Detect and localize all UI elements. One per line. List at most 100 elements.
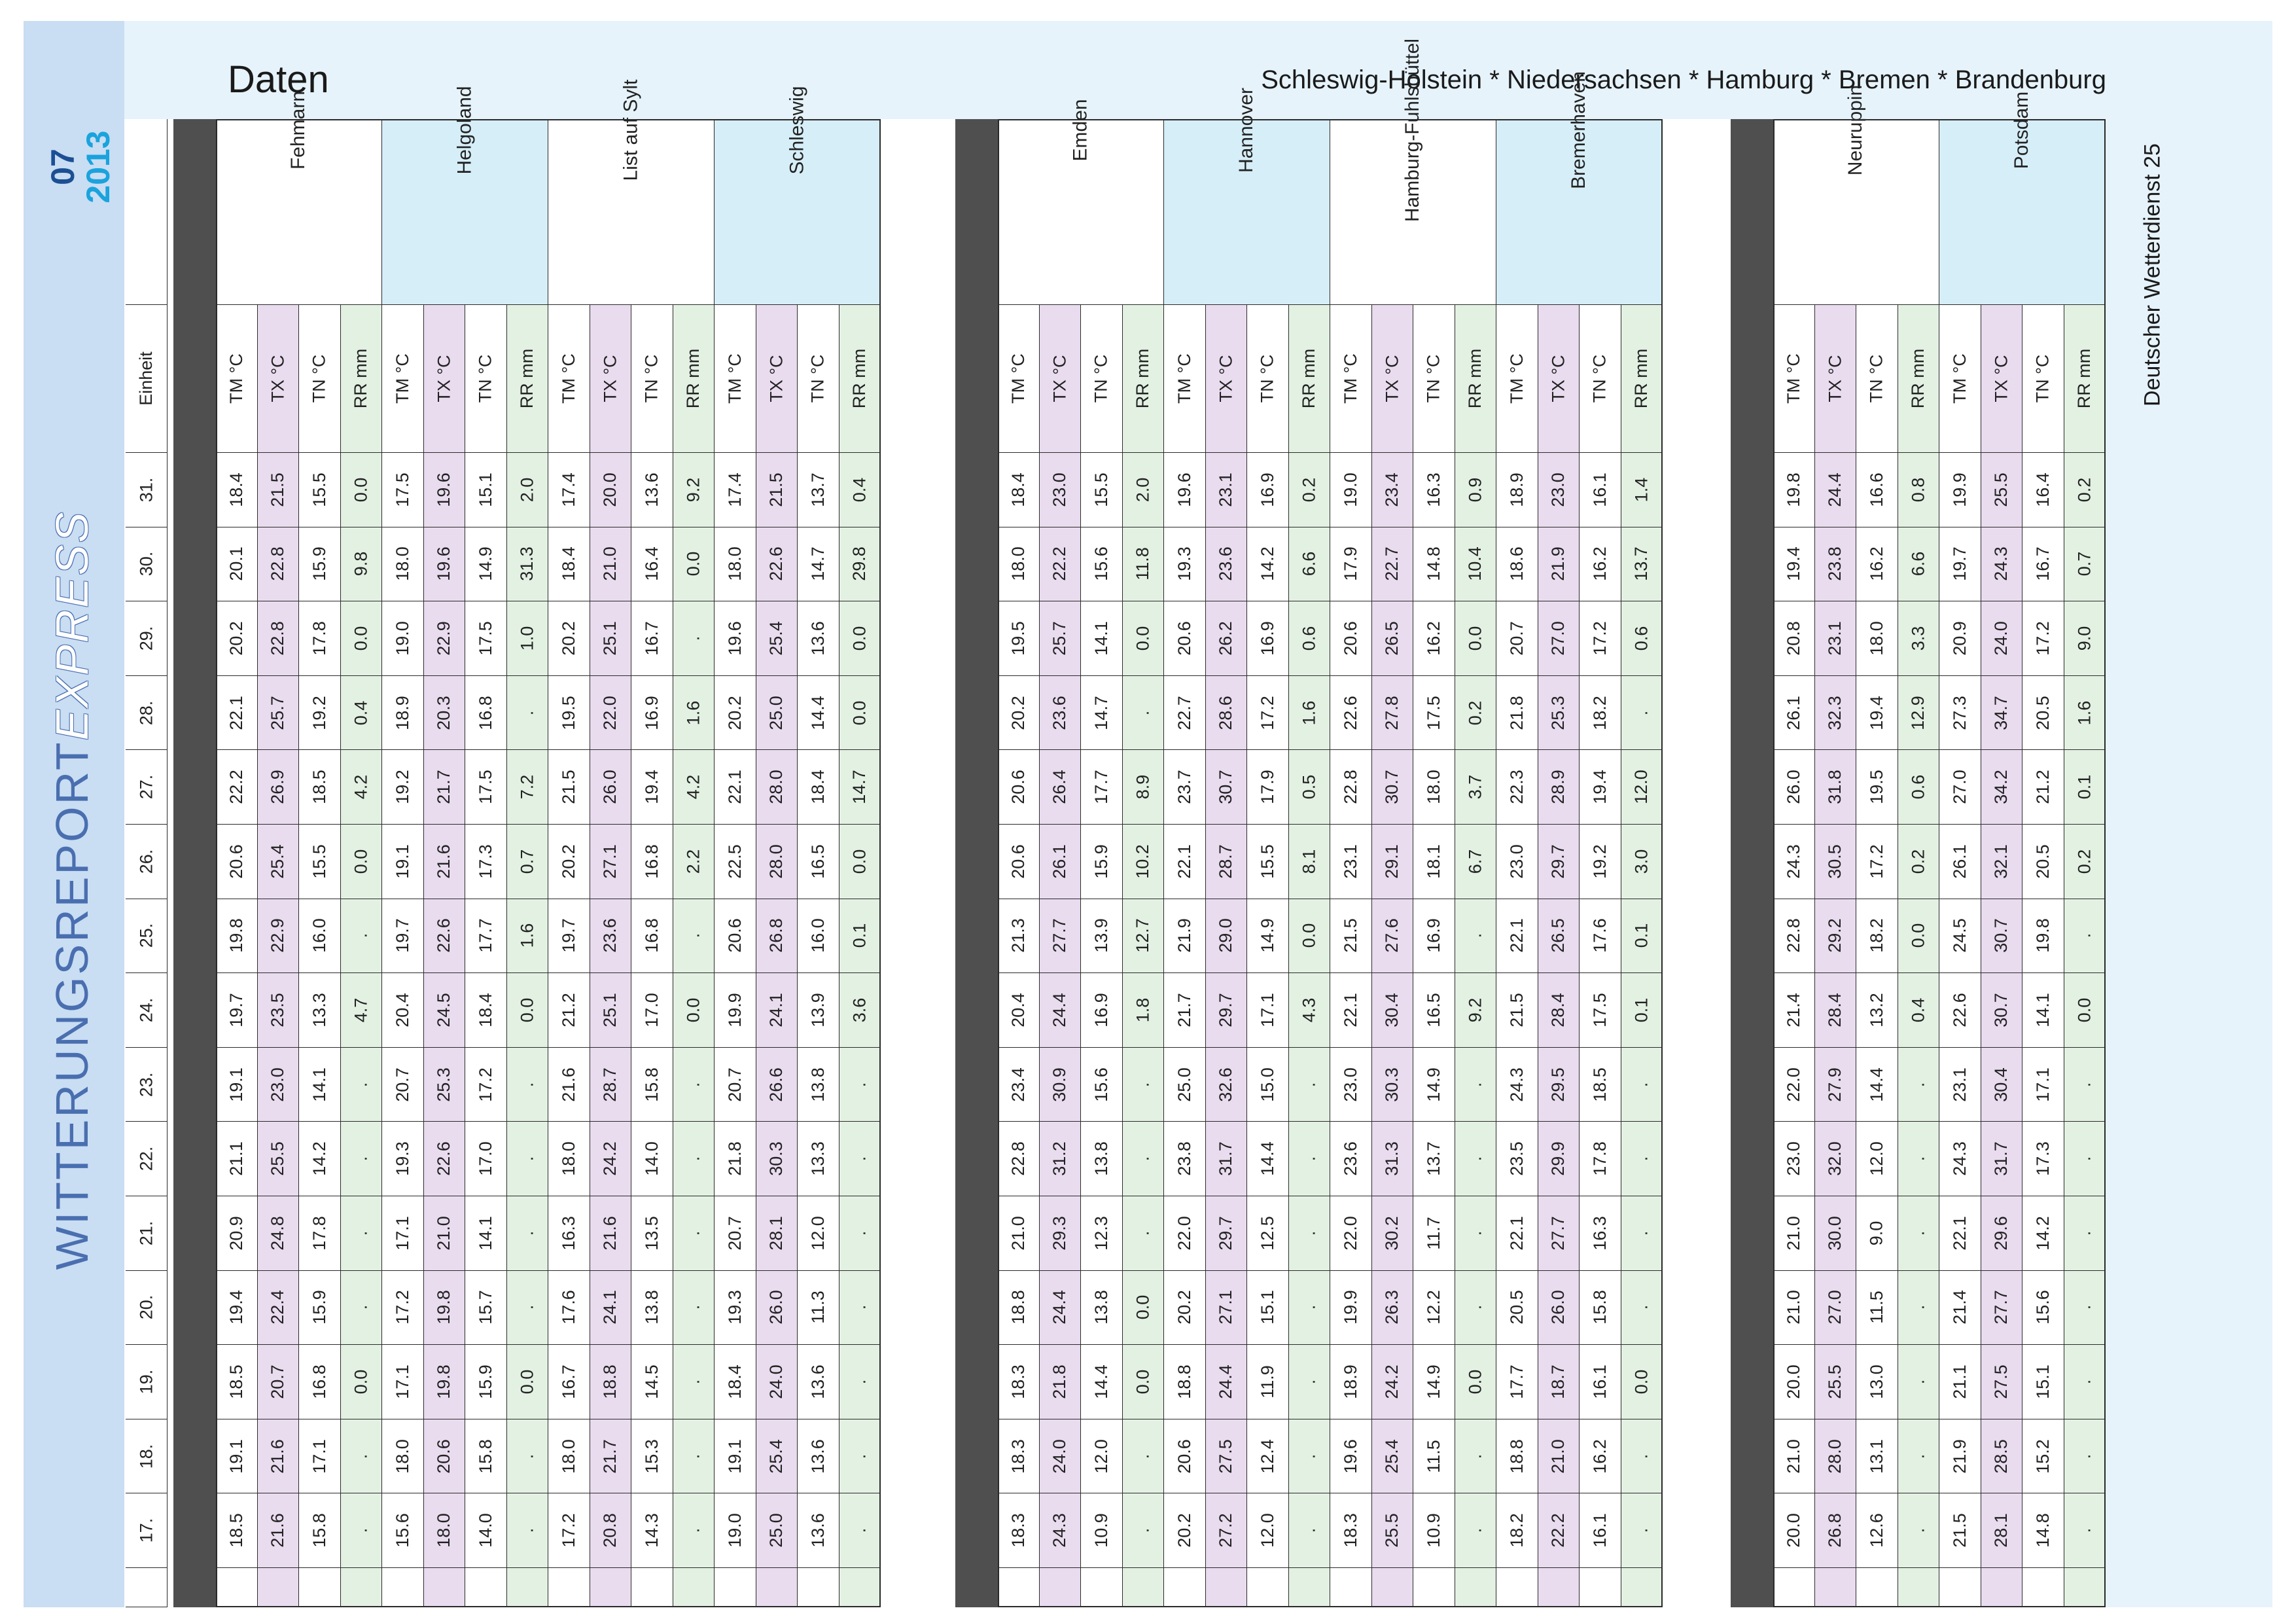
day-label: 23. xyxy=(126,1047,168,1122)
data-cell: 15.9 xyxy=(465,1345,507,1419)
data-cell: 24.5 xyxy=(423,973,465,1048)
data-cell: 24.2 xyxy=(590,1122,631,1196)
data-cell: 15.9 xyxy=(299,527,341,602)
data-cell: 0.0 xyxy=(340,1345,382,1419)
data-cell: 2.0 xyxy=(506,453,548,527)
data-cell: 17.2 xyxy=(548,1493,590,1568)
data-cell: 25.3 xyxy=(423,1047,465,1122)
data-cell: 7.2 xyxy=(506,750,548,825)
data-cell: 14.1 xyxy=(299,1047,341,1122)
data-cell: 0.0 xyxy=(506,1345,548,1419)
data-cell: 20.7 xyxy=(382,1047,424,1122)
data-cell: 20.0 xyxy=(590,453,631,527)
day-label: 17. xyxy=(126,1493,168,1568)
day-header-blank xyxy=(126,119,168,305)
block-divider-strip xyxy=(173,119,216,1607)
data-cell: 16.8 xyxy=(465,675,507,751)
data-cell: 0.0 xyxy=(340,601,382,676)
issue-year: 2013 xyxy=(80,130,116,204)
data-cell: 25.4 xyxy=(257,825,299,899)
data-cell: . xyxy=(340,1419,382,1494)
data-cell: 17.2 xyxy=(382,1270,424,1346)
data-cell: 17.1 xyxy=(299,1419,341,1494)
data-cell: 22.4 xyxy=(257,1270,299,1346)
report-title: WITTERUNGSREPORTEXPRESS xyxy=(46,510,98,1270)
data-cell: 15.5 xyxy=(299,825,341,899)
data-cell: 4.7 xyxy=(340,973,382,1048)
data-cell: 4.2 xyxy=(340,750,382,825)
day-label: 20. xyxy=(126,1270,168,1346)
data-cell: 1.0 xyxy=(506,601,548,676)
data-cell: 18.4 xyxy=(548,527,590,602)
data-cell: . xyxy=(506,1196,548,1271)
day-label: 22. xyxy=(126,1122,168,1196)
data-cell: . xyxy=(340,1196,382,1271)
station-block-frame xyxy=(216,119,881,1607)
issue-month: 07 xyxy=(44,149,81,185)
data-cell: 15.5 xyxy=(299,453,341,527)
data-cell: 14.2 xyxy=(299,1122,341,1196)
data-cell: 15.7 xyxy=(465,1270,507,1346)
data-cell: 21.1 xyxy=(216,1122,258,1196)
report-title-main: WITTERUNGSREPORT xyxy=(46,740,97,1270)
day-label-text: 29. xyxy=(135,626,156,651)
day-label-text: 26. xyxy=(135,849,156,874)
data-cell: 0.4 xyxy=(340,675,382,751)
data-cell: . xyxy=(506,1493,548,1568)
station-block-frame xyxy=(998,119,1663,1607)
data-cell: 18.0 xyxy=(548,1122,590,1196)
data-cell: 0.7 xyxy=(506,825,548,899)
data-cell: 18.0 xyxy=(423,1493,465,1568)
data-cell: 18.4 xyxy=(216,453,258,527)
data-cell: 16.3 xyxy=(548,1196,590,1271)
data-cell: 16.0 xyxy=(299,899,341,974)
data-cell: 17.1 xyxy=(382,1345,424,1419)
data-cell: 23.6 xyxy=(590,899,631,974)
data-cell: 22.8 xyxy=(257,527,299,602)
data-cell: 9.8 xyxy=(340,527,382,602)
data-cell: 20.9 xyxy=(216,1196,258,1271)
data-cell: 20.6 xyxy=(423,1419,465,1494)
data-cell: 18.9 xyxy=(382,675,424,751)
data-cell: 25.1 xyxy=(590,601,631,676)
data-cell: 25.1 xyxy=(590,973,631,1048)
day-label: 26. xyxy=(126,825,168,899)
data-cell: 19.0 xyxy=(382,601,424,676)
data-cell-blank xyxy=(382,1568,424,1607)
data-cell: 22.6 xyxy=(423,1122,465,1196)
data-cell-blank xyxy=(506,1568,548,1607)
data-cell: 18.0 xyxy=(548,1419,590,1494)
parameter-unit: TN °C xyxy=(299,305,341,453)
parameter-unit: TX °C xyxy=(423,305,465,453)
day-label: 28. xyxy=(126,675,168,751)
data-cell: 19.7 xyxy=(216,973,258,1048)
data-cell: 19.1 xyxy=(216,1419,258,1494)
data-cell: 19.1 xyxy=(382,825,424,899)
data-cell: . xyxy=(340,1493,382,1568)
data-cell: 19.6 xyxy=(423,527,465,602)
data-cell: . xyxy=(506,675,548,751)
data-cell: 23.5 xyxy=(257,973,299,1048)
data-cell: 15.9 xyxy=(299,1270,341,1346)
day-label: 24. xyxy=(126,973,168,1048)
top-band xyxy=(124,21,2272,119)
day-label-text: 28. xyxy=(135,700,156,725)
data-cell: 21.0 xyxy=(590,527,631,602)
data-cell: 15.6 xyxy=(382,1493,424,1568)
data-cell: 16.8 xyxy=(299,1345,341,1419)
publisher-footer: Deutscher Wetterdienst 25 xyxy=(2140,143,2165,406)
day-label-text: 21. xyxy=(135,1221,156,1246)
day-label: 31. xyxy=(126,453,168,527)
data-cell: 22.1 xyxy=(216,675,258,751)
day-label-text: 22. xyxy=(135,1146,156,1171)
data-cell: 19.8 xyxy=(423,1270,465,1346)
data-cell: 18.0 xyxy=(382,527,424,602)
data-cell: 15.8 xyxy=(465,1419,507,1494)
parameter-unit: TX °C xyxy=(257,305,299,453)
data-cell-blank xyxy=(299,1568,341,1607)
data-cell: 21.6 xyxy=(423,825,465,899)
day-label: 25. xyxy=(126,899,168,974)
data-cell: 14.0 xyxy=(465,1493,507,1568)
day-label: 30. xyxy=(126,527,168,602)
data-cell: 21.7 xyxy=(423,750,465,825)
